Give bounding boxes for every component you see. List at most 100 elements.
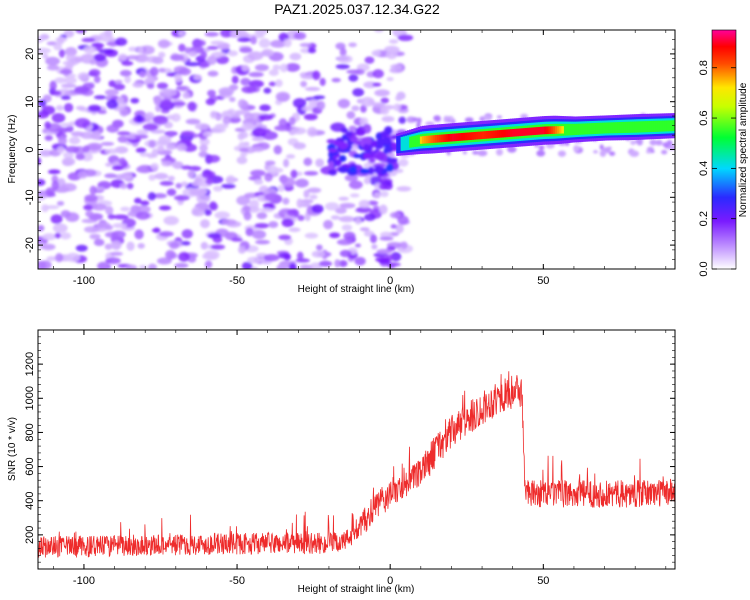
spectrogram-cell — [48, 169, 61, 175]
spectrogram-cell — [343, 231, 356, 241]
spectrogram-cell — [254, 30, 269, 36]
signal-ridge-cell — [477, 131, 481, 140]
spectrogram-cell — [278, 234, 292, 241]
spectrogram-cell — [65, 54, 76, 62]
spectrogram-cell — [375, 256, 391, 263]
spectrogram-cell — [170, 101, 187, 106]
signal-ridge-cell — [439, 134, 442, 143]
spectrogram-cell — [153, 96, 162, 106]
spectrogram-cell — [390, 251, 402, 262]
spectrogram-cell — [38, 36, 45, 43]
spectrogram-cell — [150, 129, 166, 134]
spectrogram-cell — [283, 158, 290, 168]
spectrogram-cell — [303, 157, 313, 167]
signal-ridge-cell — [509, 129, 513, 137]
spectrogram-cell — [254, 223, 270, 229]
spectrogram-cell — [256, 212, 268, 220]
snr-y-tick-label: 1200 — [24, 352, 36, 376]
spectrogram-cell — [276, 263, 289, 269]
signal-ridge-cell — [419, 136, 423, 144]
spectrogram-cell — [56, 146, 65, 154]
signal-ridge-cell — [666, 120, 670, 132]
signal-ridge-cell — [651, 120, 655, 132]
spectrogram-cell — [74, 117, 91, 128]
signal-ridge-cell — [604, 122, 607, 134]
spectrogram-cell — [258, 38, 271, 49]
spectrogram-cell — [255, 239, 270, 245]
spectrogram-cell — [158, 205, 172, 211]
signal-ridge-cell — [467, 132, 470, 141]
spectrogram-cell — [53, 42, 63, 51]
spectrogram-cell — [667, 144, 675, 151]
spectrogram-cell — [46, 256, 58, 262]
spectrogram-cell — [111, 165, 124, 171]
signal-ridge-cell — [659, 120, 663, 132]
spectrogram-cell — [104, 30, 113, 38]
spectrogram-cell — [164, 121, 173, 129]
spectrogram-cell — [45, 56, 61, 66]
spectrogram-cell — [338, 155, 347, 162]
spectrogram-cell — [245, 227, 254, 237]
spectrogram-cell — [204, 31, 219, 37]
signal-ridge-cell — [608, 122, 612, 134]
spectrogram-cell — [433, 115, 441, 122]
spectrogram-cell — [250, 36, 257, 45]
spectrogram-cell — [373, 192, 381, 199]
spectrogram-cell — [381, 116, 395, 123]
spectrogram-cell — [312, 70, 321, 81]
spectrogram-cell — [241, 85, 257, 94]
spectrogram-cell — [330, 215, 340, 220]
spectrogram-cell — [83, 45, 97, 54]
spectrogram-x-label: Height of straight line (km) — [298, 284, 415, 295]
spectrogram-cell — [228, 116, 241, 124]
signal-ridge-cell — [563, 123, 567, 136]
spectrogram-cell — [124, 75, 131, 84]
spectrogram-x-tick-label: -100 — [73, 275, 95, 287]
spectrogram-cell — [334, 259, 341, 268]
spectrogram-cell — [187, 169, 195, 179]
spectrogram-cell — [395, 223, 404, 234]
spectrogram-cell — [241, 123, 256, 131]
spectrogram-cell — [38, 157, 42, 165]
spectrogram-cell — [477, 150, 488, 157]
spectrogram-cell — [92, 203, 107, 211]
spectrogram-cell — [157, 139, 169, 146]
spectrogram-cell — [118, 157, 126, 165]
spectrogram-cell — [60, 95, 71, 100]
spectrogram-cell — [185, 118, 201, 125]
signal-ridge-cell — [629, 121, 633, 133]
spectrogram-cell — [89, 59, 97, 65]
signal-ridge-cell — [647, 121, 650, 133]
signal-ridge-cell — [507, 129, 511, 137]
signal-ridge-cell — [602, 122, 605, 134]
spectrogram-cell — [313, 95, 326, 100]
spectrogram-cell — [147, 152, 156, 159]
spectrogram-cell — [352, 88, 365, 97]
spectrogram-cell — [301, 105, 315, 112]
spectrogram-cell — [260, 50, 271, 57]
spectrogram-cell — [374, 30, 384, 33]
signal-ridge-cell — [514, 128, 517, 137]
spectrogram-cell — [184, 61, 201, 67]
spectrogram-cell — [146, 83, 155, 89]
spectrogram-cell — [388, 39, 399, 44]
spectrogram-cell — [104, 148, 119, 154]
spectrogram-cell — [110, 240, 122, 250]
spectrogram-cell — [253, 179, 264, 185]
spectrogram-cell — [45, 187, 56, 197]
spectrogram-cell — [354, 243, 362, 248]
signal-ridge-cell — [550, 126, 554, 134]
spectrogram-cell — [338, 260, 348, 267]
signal-ridge-cell — [584, 123, 588, 135]
spectrogram-cell — [57, 136, 67, 146]
spectrogram-cell — [54, 232, 62, 239]
signal-ridge-cell — [569, 123, 573, 136]
signal-ridge-cell — [565, 123, 569, 136]
spectrogram-cell — [285, 154, 296, 159]
signal-ridge-cell — [458, 133, 462, 141]
spectrogram-cell — [307, 187, 322, 194]
spectrogram-cell — [192, 39, 206, 47]
spectrogram-cell — [288, 116, 296, 126]
spectrogram-cell — [293, 142, 306, 150]
